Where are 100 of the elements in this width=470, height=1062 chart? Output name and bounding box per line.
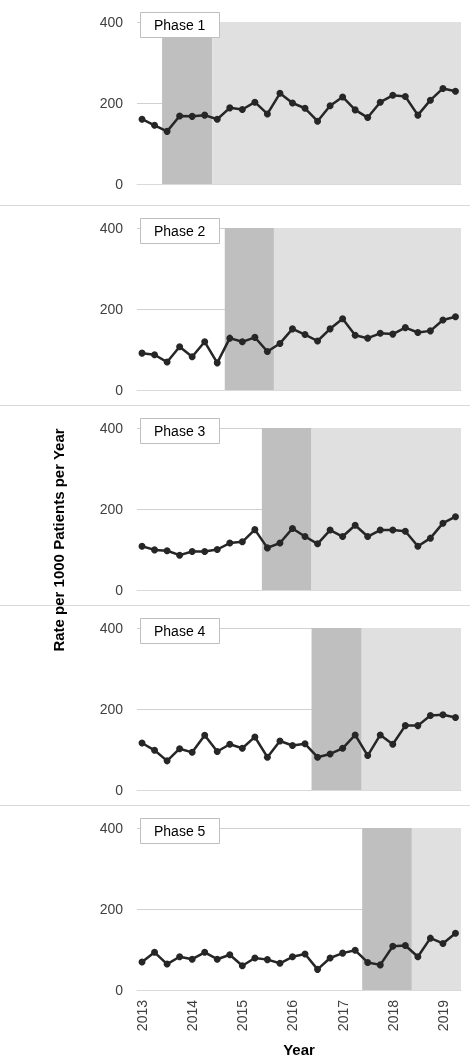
y-tick-label: 400 <box>99 620 124 636</box>
chart-title: Phase 4 <box>154 623 206 639</box>
point <box>376 98 384 106</box>
point <box>301 104 309 112</box>
point <box>226 740 234 748</box>
point <box>251 333 259 341</box>
point <box>201 111 209 119</box>
point <box>288 99 296 107</box>
point <box>176 112 184 120</box>
point <box>426 711 434 719</box>
y-tick-label: 200 <box>99 301 124 317</box>
point <box>426 534 434 542</box>
point <box>314 540 322 548</box>
point <box>401 93 409 101</box>
y-tick-label: 400 <box>99 220 124 236</box>
point <box>151 121 159 129</box>
x-axis-title: Year <box>283 1041 316 1058</box>
point <box>263 110 271 118</box>
point <box>238 538 246 546</box>
point <box>288 524 296 532</box>
point <box>351 521 359 529</box>
point <box>426 327 434 335</box>
point <box>326 102 334 110</box>
point <box>314 337 322 345</box>
point <box>151 746 159 754</box>
point <box>301 533 309 541</box>
point <box>201 731 209 739</box>
point <box>439 939 447 947</box>
point <box>263 348 271 356</box>
point <box>451 313 459 321</box>
point <box>389 942 397 950</box>
point <box>201 548 209 556</box>
x-tick-label: 2016 <box>284 999 301 1032</box>
point <box>414 542 422 550</box>
point <box>176 343 184 351</box>
point <box>276 89 284 97</box>
point <box>301 740 309 748</box>
point <box>176 551 184 559</box>
point <box>238 962 246 970</box>
y-tick-label: 400 <box>99 820 124 836</box>
point <box>451 513 459 521</box>
y-tick-label: 0 <box>115 982 124 998</box>
point <box>364 752 372 760</box>
point <box>213 359 221 367</box>
point <box>213 748 221 756</box>
point <box>188 112 196 120</box>
point <box>188 548 196 556</box>
point <box>288 741 296 749</box>
point <box>238 105 246 113</box>
y-tick-label: 0 <box>115 382 124 398</box>
point <box>276 959 284 967</box>
point <box>314 117 322 125</box>
point <box>451 714 459 721</box>
point <box>351 106 359 114</box>
point <box>201 948 209 956</box>
point <box>288 325 296 333</box>
point <box>414 953 422 961</box>
point <box>401 722 409 730</box>
point <box>351 731 359 739</box>
y-tick-label: 0 <box>115 176 124 192</box>
point <box>201 338 209 346</box>
point <box>151 351 159 359</box>
point <box>151 546 159 554</box>
point <box>451 87 459 95</box>
point <box>364 334 372 342</box>
point <box>376 526 384 534</box>
x-tick-label: 2013 <box>134 999 151 1032</box>
x-tick-label: 2015 <box>234 999 251 1032</box>
point <box>276 339 284 347</box>
point <box>439 711 447 719</box>
point <box>339 533 347 541</box>
point <box>263 544 271 552</box>
point <box>326 325 334 333</box>
point <box>226 539 234 547</box>
point <box>414 722 422 730</box>
y-tick-label: 200 <box>99 501 124 517</box>
point <box>389 526 397 534</box>
point <box>176 953 184 961</box>
point <box>176 745 184 753</box>
point <box>339 315 347 323</box>
point <box>376 731 384 739</box>
chart-title: Phase 3 <box>154 423 206 439</box>
point <box>213 955 221 963</box>
y-tick-label: 400 <box>99 14 124 30</box>
point <box>364 958 372 966</box>
point <box>401 941 409 949</box>
point <box>188 748 196 756</box>
y-tick-label: 400 <box>99 420 124 436</box>
point <box>426 96 434 104</box>
x-tick-label: 2014 <box>184 999 201 1032</box>
point <box>389 91 397 99</box>
point <box>238 338 246 346</box>
y-tick-label: 200 <box>99 701 124 717</box>
point <box>251 526 259 534</box>
chart-title: Phase 2 <box>154 223 206 239</box>
y-tick-label: 0 <box>115 782 124 798</box>
point <box>213 546 221 553</box>
point <box>226 104 234 112</box>
point <box>188 955 196 963</box>
y-axis-title: Rate per 1000 Patients per Year <box>49 428 67 652</box>
